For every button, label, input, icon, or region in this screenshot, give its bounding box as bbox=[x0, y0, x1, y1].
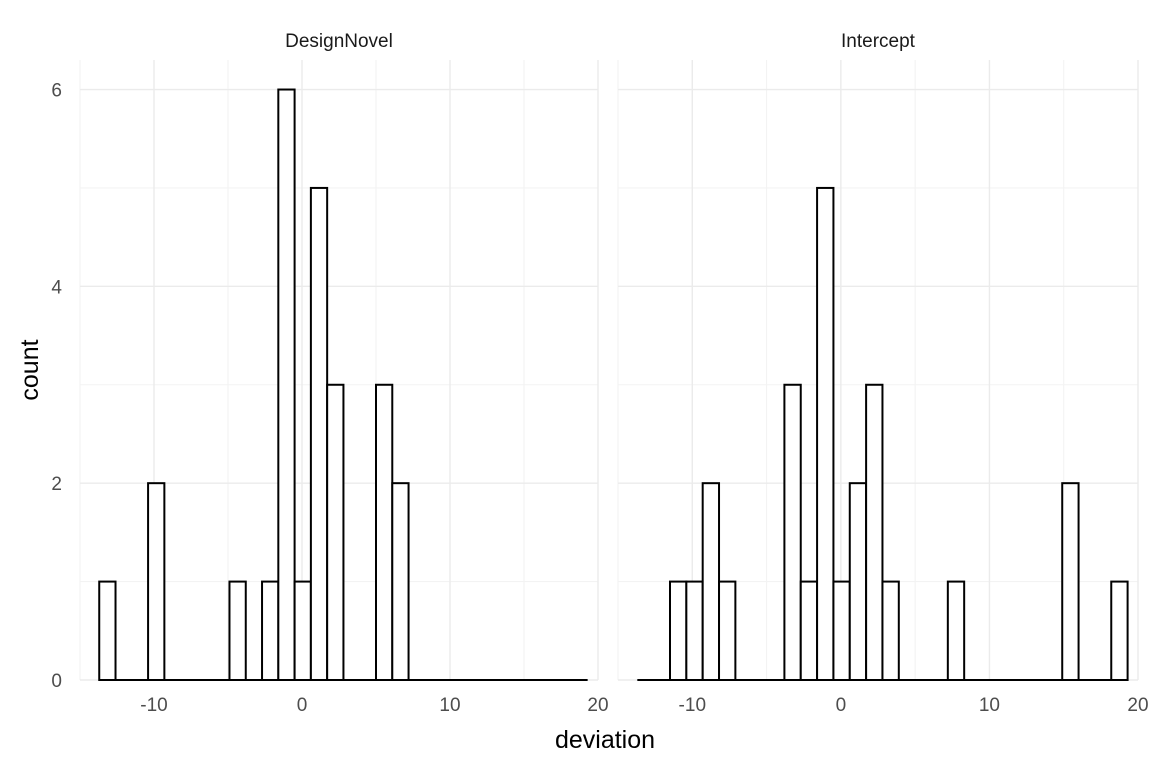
y-tick-label: 0 bbox=[51, 671, 62, 692]
histogram-bar bbox=[293, 580, 312, 681]
histogram-bar bbox=[261, 580, 280, 681]
y-axis-title: count bbox=[16, 339, 44, 400]
x-tick-label: 10 bbox=[439, 695, 460, 716]
histogram-bar bbox=[1110, 580, 1129, 681]
histogram-bar bbox=[228, 580, 247, 681]
y-tick-label: 4 bbox=[51, 277, 62, 298]
x-tick-label: 20 bbox=[1127, 695, 1148, 716]
histogram-bar bbox=[946, 580, 966, 681]
facet-panels: DesignNovel -10 0 10 20 Intercept -10 0 10 20 0 2 4 6 bbox=[51, 31, 1148, 716]
facet-title: Intercept bbox=[841, 31, 916, 52]
histogram-bar bbox=[848, 482, 868, 681]
x-tick-label: 10 bbox=[979, 695, 1000, 716]
x-tick-label: -10 bbox=[679, 695, 706, 716]
x-tick-label: 0 bbox=[836, 695, 847, 716]
facet-panel-1: DesignNovel -10 0 10 20 bbox=[79, 31, 609, 716]
facet-title: DesignNovel bbox=[285, 31, 393, 52]
histogram-bar bbox=[375, 383, 394, 681]
histogram-bar bbox=[326, 383, 345, 681]
x-tick-label: 0 bbox=[297, 695, 308, 716]
histogram-bar bbox=[685, 580, 704, 681]
histogram-bar bbox=[277, 88, 296, 682]
histogram-bar bbox=[98, 580, 117, 681]
x-tick-label: -10 bbox=[140, 695, 167, 716]
histogram-bar bbox=[1061, 482, 1080, 681]
x-tick-label: 20 bbox=[587, 695, 608, 716]
histogram-bar bbox=[865, 383, 884, 681]
y-tick-label: 6 bbox=[51, 81, 62, 102]
histogram-bar bbox=[669, 580, 688, 681]
histogram-bar bbox=[881, 580, 900, 681]
histogram-bar bbox=[799, 580, 819, 681]
histogram-bar bbox=[391, 482, 410, 681]
histogram-bar bbox=[816, 186, 835, 682]
histogram-bar bbox=[147, 482, 166, 681]
y-tick-label: 2 bbox=[51, 474, 62, 495]
histogram-bar bbox=[701, 482, 721, 681]
histogram-bar bbox=[309, 186, 329, 682]
histogram-bar bbox=[718, 580, 737, 681]
histogram-bar bbox=[783, 383, 802, 681]
facet-panel-2: Intercept -10 0 10 20 bbox=[617, 31, 1149, 716]
x-axis-title: deviation bbox=[555, 726, 655, 754]
histogram-bar bbox=[832, 580, 851, 681]
